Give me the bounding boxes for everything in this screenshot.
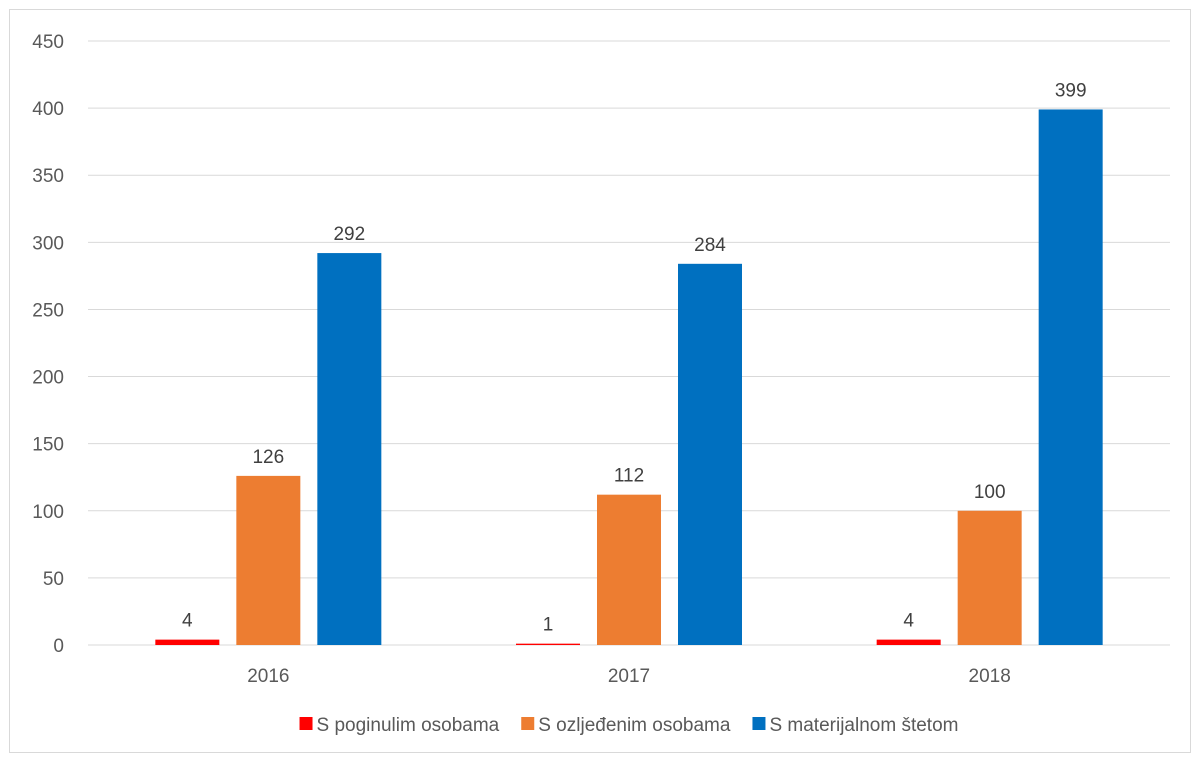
data-label: 100 [974,482,1006,503]
y-tick-label: 200 [32,368,64,389]
y-tick-label: 100 [32,502,64,523]
legend-item: S poginulim osobama [299,715,500,736]
legend: S poginulim osobama S ozljeđenim osobama S… [299,715,958,736]
legend-label: S ozljeđenim osobama [538,715,731,736]
legend-item: S materijalnom štetom [752,715,958,736]
x-tick-label: 2018 [969,666,1011,687]
data-label: 292 [333,224,365,245]
data-label: 4 [903,611,914,632]
legend-swatch [752,717,766,730]
legend-label: S poginulim osobama [317,715,500,736]
y-tick-label: 50 [43,569,64,590]
y-tick-label: 400 [32,99,64,120]
data-label: 284 [694,235,726,256]
data-labels: 4 126 292 1 112 284 4 100 399 [182,80,1086,635]
data-label: 399 [1055,80,1087,101]
bar-2017-series-3 [678,263,742,645]
bar-2016-series-3 [317,253,382,645]
y-tick-label: 300 [32,233,64,254]
bar-2017-series-1 [516,643,580,645]
y-tick-label: 150 [32,435,64,456]
y-tick-label: 250 [32,300,64,321]
x-axis-tick-labels: 2016 2017 2018 [247,666,1011,687]
x-tick-label: 2016 [247,666,289,687]
legend-label: S materijalnom štetom [769,715,958,736]
bar-2018-series-3 [1038,109,1103,646]
y-tick-label: 450 [32,32,64,53]
legend-swatch [299,717,313,730]
bars [155,109,1103,646]
data-label: 126 [252,447,284,468]
bar-2018-series-2 [957,510,1022,645]
y-tick-label: 0 [53,636,64,657]
bar-2016-series-2 [236,475,301,645]
data-label: 1 [543,615,554,636]
bar-2017-series-2 [597,494,661,645]
legend-swatch [521,717,535,730]
bar-2018-series-1 [876,639,941,645]
bar-2016-series-1 [155,639,220,645]
y-tick-label: 350 [32,166,64,187]
data-label: 4 [182,611,193,632]
x-tick-label: 2017 [608,666,650,687]
data-label: 112 [614,466,644,487]
y-axis-tick-labels: 0 50 100 150 200 250 300 350 400 450 [32,32,64,657]
legend-item: S ozljeđenim osobama [521,715,731,736]
